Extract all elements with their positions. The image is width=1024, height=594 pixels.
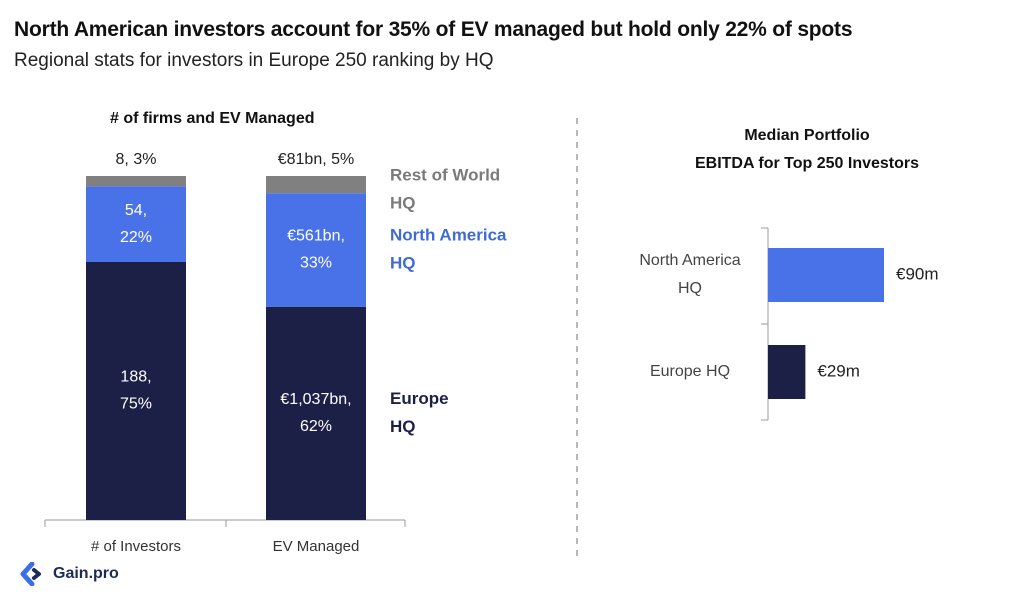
data-label: €90m — [896, 264, 939, 283]
data-label: €81bn, 5% — [278, 151, 355, 168]
legend-label: Rest of World HQ — [390, 165, 500, 212]
data-label: €1,037bn, 62% — [280, 391, 351, 435]
gain-pro-logo-icon — [20, 562, 41, 586]
bar-segment — [266, 193, 366, 307]
chart-subtitle: Regional stats for investors in Europe 2… — [14, 50, 494, 71]
y-tick-label: Europe HQ — [650, 363, 730, 380]
ebitda-title-line: Median Portfolio — [744, 127, 870, 144]
legend-label: Europe HQ — [390, 389, 449, 436]
bar-segment — [86, 176, 186, 187]
bar — [768, 248, 884, 302]
data-label: 54, 22% — [120, 202, 152, 246]
ebitda-title-line: EBITDA for Top 250 Investors — [694, 155, 920, 172]
chart-title: North American investors account for 35%… — [14, 18, 853, 41]
bar-segment — [266, 176, 366, 194]
data-label: 8, 3% — [116, 151, 157, 168]
bar-segment — [266, 306, 366, 520]
bar — [768, 345, 806, 399]
stacked-chart-title: # of firms and EV Managed — [110, 110, 315, 127]
brand: Gain.pro — [20, 562, 119, 586]
data-label: €29m — [817, 361, 860, 380]
ebitda-chart-title: Median Portfolio EBITDA for Top 250 Inves… — [672, 122, 942, 178]
data-label: €561bn, 33% — [287, 228, 345, 272]
brand-name: Gain.pro — [53, 565, 119, 582]
bar-segment — [86, 186, 186, 262]
y-tick-label: North America HQ — [639, 252, 740, 297]
legend-label: North America HQ — [390, 225, 507, 272]
x-tick-label: EV Managed — [273, 538, 360, 555]
stacked-bar-chart: 188, 75% 54, 22% 8, 3% # of Investors €1,037bn… — [44, 151, 507, 555]
x-tick-label: # of Investors — [91, 538, 181, 555]
data-label: 188, 75% — [120, 369, 152, 413]
bar-segment — [86, 262, 186, 520]
